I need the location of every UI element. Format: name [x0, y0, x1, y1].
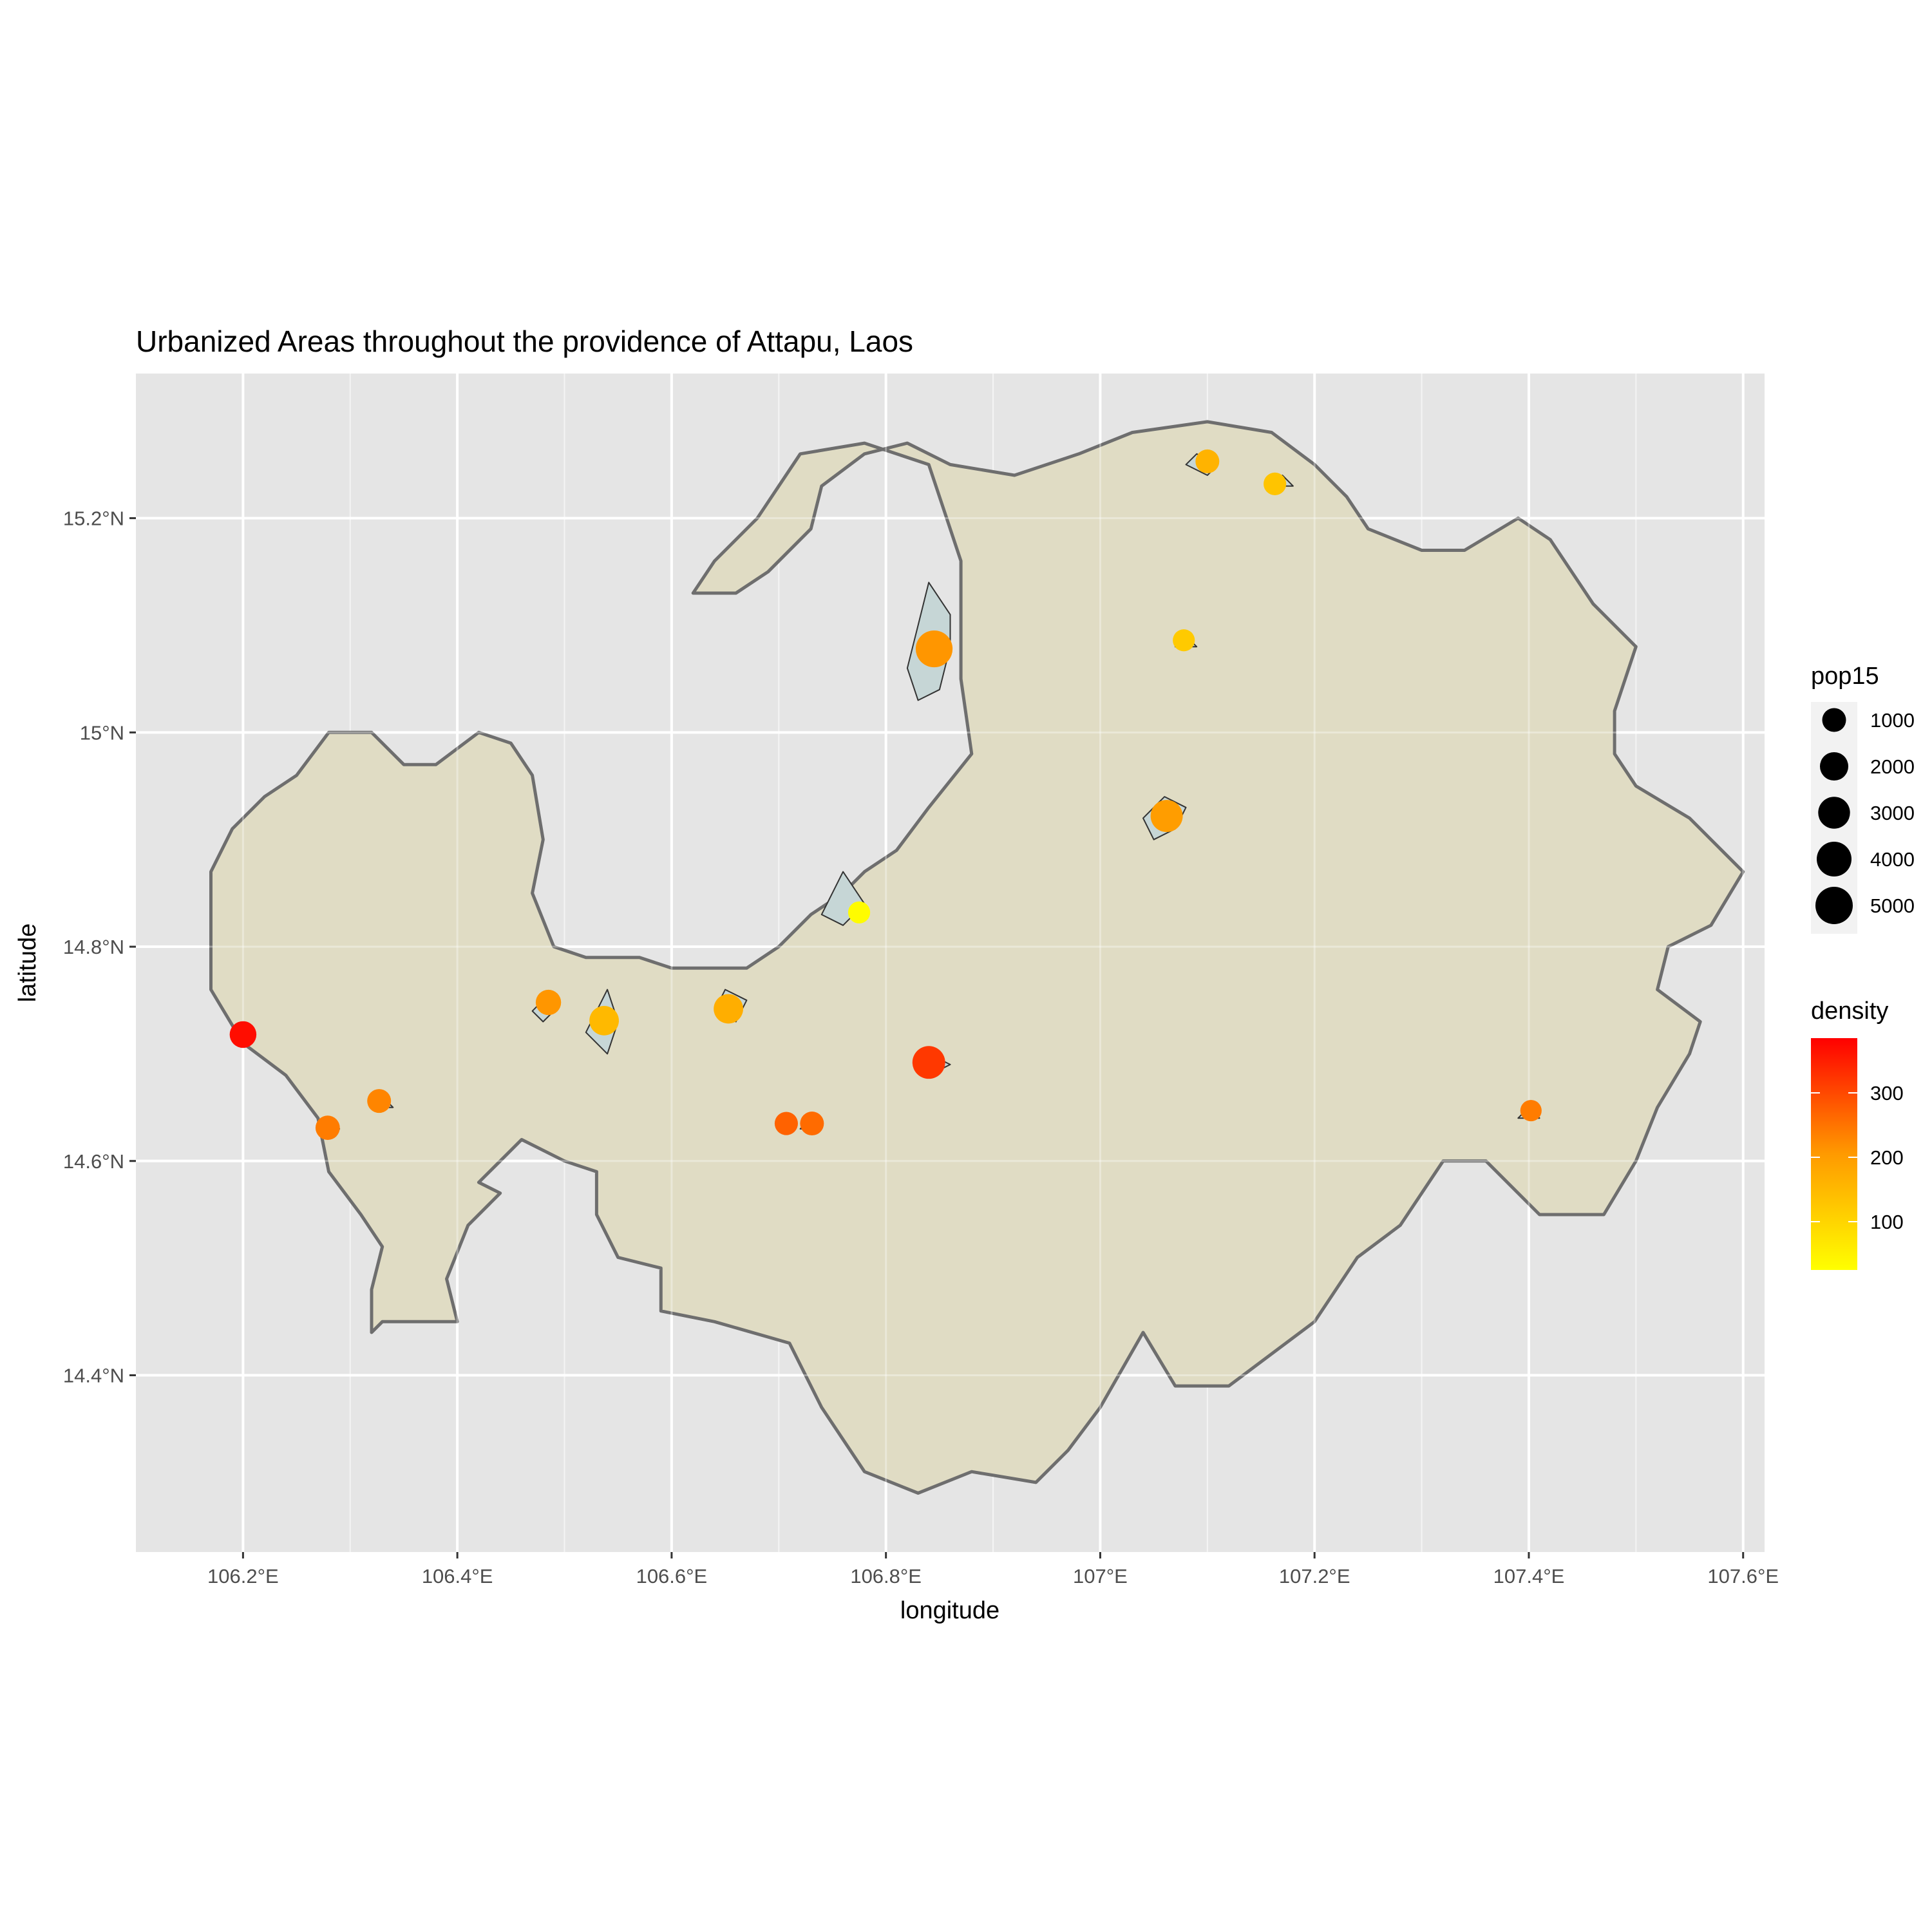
x-axis-title: longitude: [900, 1597, 999, 1624]
urban-point: [589, 1005, 619, 1036]
urban-point: [1520, 1100, 1542, 1122]
x-tick-label: 107.6°E: [1707, 1565, 1779, 1587]
y-axis-ticks: 14.4°N 14.6°N 14.8°N 15°N 15.2°N: [63, 507, 136, 1387]
color-legend-label: 300: [1870, 1082, 1904, 1104]
size-legend: pop15 1000 2000 3000 4000 5000: [1811, 663, 1915, 934]
x-tick-label: 107°E: [1073, 1565, 1128, 1587]
y-axis-title: latitude: [14, 923, 41, 1003]
size-legend-label: 1000: [1870, 709, 1915, 732]
size-legend-key: [1822, 708, 1846, 732]
urban-point: [315, 1115, 340, 1141]
size-legend-label: 2000: [1870, 755, 1915, 778]
x-tick-label: 106.8°E: [850, 1565, 922, 1587]
urban-point: [1173, 629, 1195, 652]
urban-point: [229, 1021, 257, 1048]
size-legend-label: 5000: [1870, 895, 1915, 917]
urban-point: [367, 1089, 392, 1113]
size-legend-label: 3000: [1870, 802, 1915, 824]
size-legend-key: [1817, 842, 1852, 876]
x-tick-label: 107.4°E: [1493, 1565, 1565, 1587]
urban-point: [800, 1112, 824, 1136]
y-tick-label: 14.8°N: [63, 936, 124, 958]
map-layer: [136, 374, 1765, 1552]
color-legend-label: 100: [1870, 1211, 1904, 1233]
y-tick-label: 15°N: [80, 721, 124, 744]
color-legend-label: 200: [1870, 1146, 1904, 1169]
urban-points: [229, 449, 1542, 1141]
chart-title: Urbanized Areas throughout the providenc…: [136, 325, 913, 358]
x-axis-ticks: 106.2°E 106.4°E 106.6°E 106.8°E 107°E 107.2°E…: [207, 1552, 1779, 1587]
size-legend-label: 4000: [1870, 848, 1915, 871]
urban-point: [535, 989, 562, 1016]
size-legend-key: [1818, 797, 1850, 829]
size-legend-key: [1815, 887, 1853, 924]
x-tick-label: 106.2°E: [207, 1565, 279, 1587]
x-tick-label: 106.6°E: [636, 1565, 708, 1587]
density-colorbar: [1811, 1038, 1857, 1270]
size-legend-key: [1819, 752, 1849, 781]
urban-point: [915, 630, 953, 668]
y-tick-label: 15.2°N: [63, 507, 124, 530]
urban-point: [774, 1112, 798, 1135]
y-tick-label: 14.6°N: [63, 1150, 124, 1173]
urban-point: [912, 1046, 945, 1079]
size-legend-title: pop15: [1811, 663, 1879, 690]
province-outline: [209, 420, 1745, 1495]
x-tick-label: 107.2°E: [1279, 1565, 1350, 1587]
color-legend-title: density: [1811, 998, 1888, 1025]
color-legend: density 100 200 300: [1811, 998, 1904, 1270]
y-tick-label: 14.4°N: [63, 1365, 124, 1387]
urban-point: [1150, 800, 1183, 833]
urban-point: [1264, 472, 1287, 495]
urban-point: [848, 901, 871, 923]
urban-point: [1195, 449, 1220, 473]
urban-point: [714, 994, 743, 1024]
x-tick-label: 106.4°E: [422, 1565, 493, 1587]
